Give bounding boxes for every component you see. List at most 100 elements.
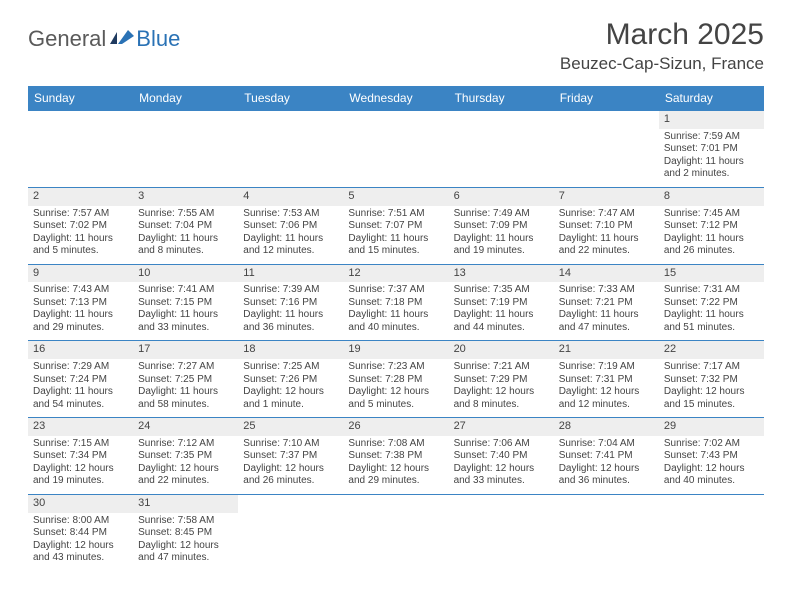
day-number: 8	[659, 188, 764, 206]
daylight-text: Daylight: 12 hours and 47 minutes.	[138, 540, 233, 565]
weekday-header: Monday	[133, 86, 238, 111]
sunrise-text: Sunrise: 7:08 AM	[348, 438, 443, 451]
daylight-text: Daylight: 12 hours and 29 minutes.	[348, 463, 443, 488]
calendar-day-cell: 23Sunrise: 7:15 AMSunset: 7:34 PMDayligh…	[28, 418, 133, 495]
day-number: 1	[659, 111, 764, 129]
calendar-day-cell: 24Sunrise: 7:12 AMSunset: 7:35 PMDayligh…	[133, 418, 238, 495]
calendar-day-cell: 27Sunrise: 7:06 AMSunset: 7:40 PMDayligh…	[449, 418, 554, 495]
sunrise-text: Sunrise: 7:29 AM	[33, 361, 128, 374]
calendar-day-cell: 12Sunrise: 7:37 AMSunset: 7:18 PMDayligh…	[343, 264, 448, 341]
daylight-text: Daylight: 12 hours and 36 minutes.	[559, 463, 654, 488]
sunrise-text: Sunrise: 7:39 AM	[243, 284, 338, 297]
day-number: 4	[238, 188, 343, 206]
header: General Blue March 2025 Beuzec-Cap-Sizun…	[28, 18, 764, 74]
calendar-day-cell: 3Sunrise: 7:55 AMSunset: 7:04 PMDaylight…	[133, 187, 238, 264]
sunrise-text: Sunrise: 7:41 AM	[138, 284, 233, 297]
day-number: 23	[28, 418, 133, 436]
calendar-day-cell: 11Sunrise: 7:39 AMSunset: 7:16 PMDayligh…	[238, 264, 343, 341]
calendar-day-cell	[133, 111, 238, 188]
daylight-text: Daylight: 11 hours and 47 minutes.	[559, 309, 654, 334]
sunrise-text: Sunrise: 7:04 AM	[559, 438, 654, 451]
daylight-text: Daylight: 12 hours and 19 minutes.	[33, 463, 128, 488]
calendar-week-row: 1Sunrise: 7:59 AMSunset: 7:01 PMDaylight…	[28, 111, 764, 188]
logo: General Blue	[28, 26, 180, 52]
calendar-day-cell: 25 Sunrise: 7:10 AMSunset: 7:37 PMDayligh…	[238, 418, 343, 495]
calendar-day-cell: 9Sunrise: 7:43 AMSunset: 7:13 PMDaylight…	[28, 264, 133, 341]
sunset-text: Sunset: 7:10 PM	[559, 220, 654, 233]
sunset-text: Sunset: 7:38 PM	[348, 450, 443, 463]
sunset-text: Sunset: 7:04 PM	[138, 220, 233, 233]
calendar-day-cell: 13Sunrise: 7:35 AMSunset: 7:19 PMDayligh…	[449, 264, 554, 341]
day-number: 2	[28, 188, 133, 206]
logo-text-blue: Blue	[136, 26, 180, 52]
calendar-day-cell: 5Sunrise: 7:51 AMSunset: 7:07 PMDaylight…	[343, 187, 448, 264]
day-number: 16	[28, 341, 133, 359]
sunrise-text: Sunrise: 7:06 AM	[454, 438, 549, 451]
daylight-text: Daylight: 11 hours and 12 minutes.	[243, 233, 338, 258]
day-number: 5	[343, 188, 448, 206]
day-number: 18	[238, 341, 343, 359]
sunset-text: Sunset: 7:15 PM	[138, 297, 233, 310]
daylight-text: Daylight: 12 hours and 15 minutes.	[664, 386, 759, 411]
location: Beuzec-Cap-Sizun, France	[560, 54, 764, 74]
sunrise-text: Sunrise: 7:17 AM	[664, 361, 759, 374]
sunset-text: Sunset: 7:02 PM	[33, 220, 128, 233]
daylight-text: Daylight: 11 hours and 44 minutes.	[454, 309, 549, 334]
sunrise-text: Sunrise: 7:10 AM	[243, 438, 338, 451]
day-number: 25	[238, 418, 343, 436]
daylight-text: Daylight: 11 hours and 2 minutes.	[664, 156, 759, 181]
daylight-text: Daylight: 12 hours and 5 minutes.	[348, 386, 443, 411]
calendar-day-cell	[449, 111, 554, 188]
day-number: 26	[343, 418, 448, 436]
day-number: 31	[133, 495, 238, 513]
daylight-text: Daylight: 11 hours and 40 minutes.	[348, 309, 443, 334]
sunrise-text: Sunrise: 7:02 AM	[664, 438, 759, 451]
sunrise-text: Sunrise: 7:43 AM	[33, 284, 128, 297]
sunrise-text: Sunrise: 7:33 AM	[559, 284, 654, 297]
daylight-text: Daylight: 12 hours and 26 minutes.	[243, 463, 338, 488]
sunrise-text: Sunrise: 7:55 AM	[138, 208, 233, 221]
calendar-day-cell: 29Sunrise: 7:02 AMSunset: 7:43 PMDayligh…	[659, 418, 764, 495]
calendar-day-cell: 26 Sunrise: 7:08 AMSunset: 7:38 PMDayligh…	[343, 418, 448, 495]
sunrise-text: Sunrise: 7:53 AM	[243, 208, 338, 221]
sunrise-text: Sunrise: 7:57 AM	[33, 208, 128, 221]
day-number: 21	[554, 341, 659, 359]
daylight-text: Daylight: 11 hours and 15 minutes.	[348, 233, 443, 258]
calendar-day-cell: 16Sunrise: 7:29 AMSunset: 7:24 PMDayligh…	[28, 341, 133, 418]
calendar-day-cell: 30Sunrise: 8:00 AMSunset: 8:44 PMDayligh…	[28, 494, 133, 570]
sunrise-text: Sunrise: 7:49 AM	[454, 208, 549, 221]
day-number: 28	[554, 418, 659, 436]
daylight-text: Daylight: 11 hours and 29 minutes.	[33, 309, 128, 334]
sunset-text: Sunset: 7:28 PM	[348, 374, 443, 387]
sunrise-text: Sunrise: 7:35 AM	[454, 284, 549, 297]
calendar-day-cell: 6Sunrise: 7:49 AMSunset: 7:09 PMDaylight…	[449, 187, 554, 264]
calendar-week-row: 30Sunrise: 8:00 AMSunset: 8:44 PMDayligh…	[28, 494, 764, 570]
day-number: 19	[343, 341, 448, 359]
sunset-text: Sunset: 7:37 PM	[243, 450, 338, 463]
calendar-day-cell: 22Sunrise: 7:17 AMSunset: 7:32 PMDayligh…	[659, 341, 764, 418]
calendar-day-cell: 8Sunrise: 7:45 AMSunset: 7:12 PMDaylight…	[659, 187, 764, 264]
sunrise-text: Sunrise: 7:51 AM	[348, 208, 443, 221]
sunset-text: Sunset: 7:24 PM	[33, 374, 128, 387]
sunset-text: Sunset: 7:18 PM	[348, 297, 443, 310]
day-number: 14	[554, 265, 659, 283]
day-number: 27	[449, 418, 554, 436]
daylight-text: Daylight: 11 hours and 58 minutes.	[138, 386, 233, 411]
calendar-day-cell	[554, 494, 659, 570]
daylight-text: Daylight: 11 hours and 5 minutes.	[33, 233, 128, 258]
sunset-text: Sunset: 7:06 PM	[243, 220, 338, 233]
weekday-header: Tuesday	[238, 86, 343, 111]
calendar-week-row: 16 Sunrise: 7:29 AMSunset: 7:24 PM Dayligh…	[28, 341, 764, 418]
calendar-week-row: 9Sunrise: 7:43 AMSunset: 7:13 PMDaylight…	[28, 264, 764, 341]
sunset-text: Sunset: 7:40 PM	[454, 450, 549, 463]
sunrise-text: Sunrise: 7:23 AM	[348, 361, 443, 374]
day-number: 15	[659, 265, 764, 283]
weekday-header: Wednesday	[343, 86, 448, 111]
weekday-header: Saturday	[659, 86, 764, 111]
calendar-day-cell: 1Sunrise: 7:59 AMSunset: 7:01 PMDaylight…	[659, 111, 764, 188]
day-number: 20	[449, 341, 554, 359]
weekday-header: Friday	[554, 86, 659, 111]
weekday-header: Thursday	[449, 86, 554, 111]
calendar-day-cell	[238, 111, 343, 188]
sunset-text: Sunset: 7:41 PM	[559, 450, 654, 463]
